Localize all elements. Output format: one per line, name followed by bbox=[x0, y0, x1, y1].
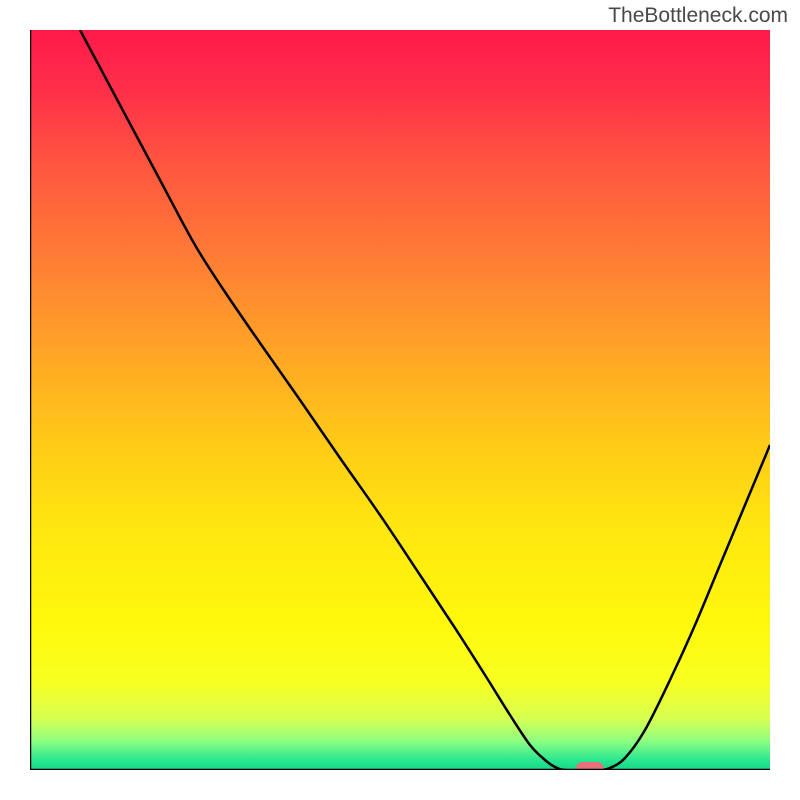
watermark-text: TheBottleneck.com bbox=[608, 4, 788, 28]
bottleneck-chart bbox=[30, 30, 770, 770]
gradient-background bbox=[30, 30, 770, 770]
chart-container bbox=[30, 30, 770, 770]
